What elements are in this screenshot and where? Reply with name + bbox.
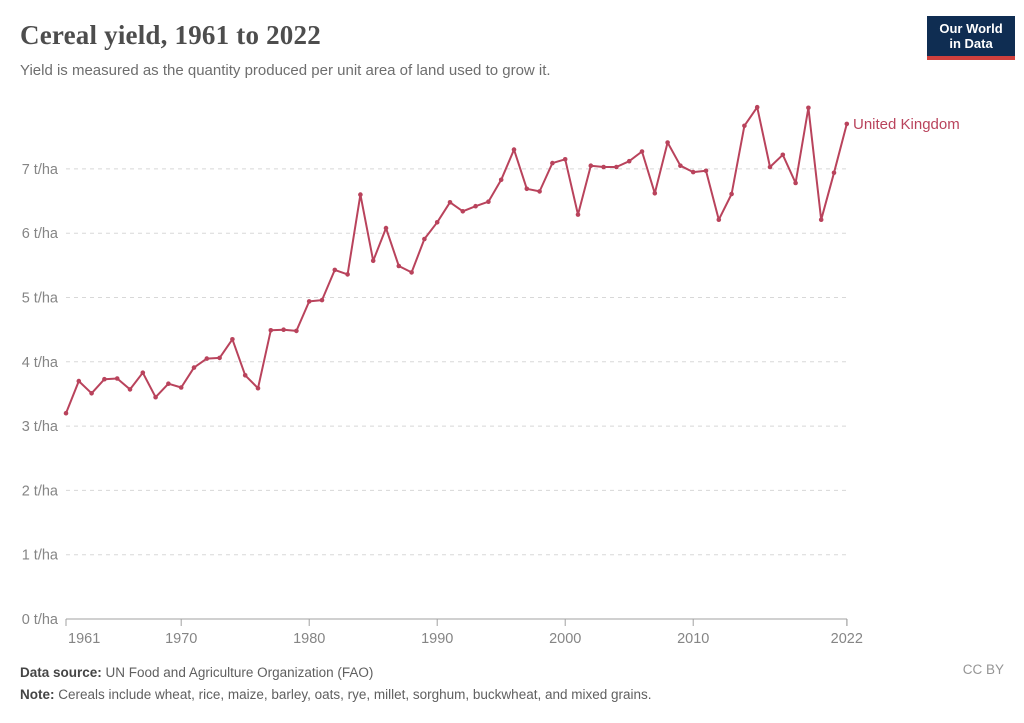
data-point-marker[interactable] xyxy=(818,217,824,222)
owid-logo-text-line2: in Data xyxy=(949,36,993,51)
data-point-marker[interactable] xyxy=(473,203,478,209)
data-point-marker[interactable] xyxy=(831,170,837,176)
data-point-marker[interactable] xyxy=(434,220,440,225)
x-axis-tick-label: 1961 xyxy=(68,631,100,647)
y-axis-tick-label: 5 t/ha xyxy=(22,291,59,307)
data-point-marker[interactable] xyxy=(76,378,82,384)
data-point-marker[interactable] xyxy=(306,299,312,304)
data-source-text: UN Food and Agriculture Organization (FA… xyxy=(101,665,374,680)
y-axis-tick-label: 1 t/ha xyxy=(22,548,59,564)
y-axis-tick-label: 2 t/ha xyxy=(22,483,59,499)
data-point-marker[interactable] xyxy=(396,263,402,269)
data-point-marker[interactable] xyxy=(127,387,133,392)
data-point-marker[interactable] xyxy=(652,191,658,196)
data-point-marker[interactable] xyxy=(665,140,670,145)
data-point-marker[interactable] xyxy=(460,209,466,214)
data-point-marker[interactable] xyxy=(486,199,491,204)
x-axis-tick-label: 2000 xyxy=(549,631,581,647)
data-point-marker[interactable] xyxy=(511,147,517,152)
license-link[interactable]: CC BY xyxy=(962,662,1004,677)
data-point-marker[interactable] xyxy=(793,180,798,186)
x-axis-tick-label: 2022 xyxy=(831,631,863,647)
data-point-marker[interactable] xyxy=(754,104,760,110)
data-point-marker[interactable] xyxy=(703,168,709,174)
chart-subtitle: Yield is measured as the quantity produc… xyxy=(20,62,551,79)
data-point-marker[interactable] xyxy=(498,177,504,183)
data-point-marker[interactable] xyxy=(716,217,722,222)
page-title: Cereal yield, 1961 to 2022 xyxy=(20,20,321,50)
y-axis-tick-label: 6 t/ha xyxy=(22,226,59,242)
data-point-marker[interactable] xyxy=(537,189,542,194)
data-point-marker[interactable] xyxy=(178,385,184,390)
note-label: Note: xyxy=(20,687,55,702)
data-point-marker[interactable] xyxy=(217,355,222,361)
data-point-marker[interactable] xyxy=(166,381,171,387)
data-point-marker[interactable] xyxy=(89,391,94,396)
data-point-marker[interactable] xyxy=(601,164,606,170)
owid-logo-text-line1: Our World xyxy=(939,21,1003,36)
y-axis-tick-label: 3 t/ha xyxy=(22,419,59,435)
data-point-marker[interactable] xyxy=(114,376,120,381)
note-line: Note: Cereals include wheat, rice, maize… xyxy=(20,684,920,706)
data-point-marker[interactable] xyxy=(370,258,376,264)
data-point-marker[interactable] xyxy=(319,297,325,303)
data-point-marker[interactable] xyxy=(191,365,197,370)
data-point-marker[interactable] xyxy=(626,158,632,164)
data-point-marker[interactable] xyxy=(294,328,299,334)
data-point-marker[interactable] xyxy=(614,164,619,170)
series-line-united-kingdom[interactable] xyxy=(65,106,848,415)
y-axis-tick-label: 7 t/ha xyxy=(22,162,59,178)
note-text: Cereals include wheat, rice, maize, barl… xyxy=(54,687,652,702)
data-point-marker[interactable] xyxy=(255,385,261,391)
x-axis-tick-label: 1990 xyxy=(421,631,453,647)
data-point-marker[interactable] xyxy=(806,105,811,111)
data-point-marker[interactable] xyxy=(524,186,530,192)
data-source-label: Data source: xyxy=(20,665,102,680)
data-point-marker[interactable] xyxy=(332,267,338,273)
data-point-marker[interactable] xyxy=(140,370,146,376)
data-point-marker[interactable] xyxy=(588,163,594,168)
data-source-line: Data source: UN Food and Agriculture Org… xyxy=(20,662,920,684)
series-label-united-kingdom: United Kingdom xyxy=(853,116,960,133)
data-point-marker[interactable] xyxy=(204,356,210,361)
data-point-marker[interactable] xyxy=(153,394,158,400)
owid-logo[interactable]: Our World in Data xyxy=(927,16,1015,60)
data-point-marker[interactable] xyxy=(639,149,645,154)
data-point-marker[interactable] xyxy=(767,164,773,170)
data-point-marker[interactable] xyxy=(345,272,350,277)
data-point-marker[interactable] xyxy=(102,376,107,382)
data-point-marker[interactable] xyxy=(729,191,734,197)
data-point-marker[interactable] xyxy=(409,270,414,275)
data-point-marker[interactable] xyxy=(690,169,696,175)
x-axis-tick-label: 1970 xyxy=(165,631,197,647)
data-point-marker[interactable] xyxy=(575,212,581,217)
data-point-marker[interactable] xyxy=(63,410,69,416)
x-axis-tick-label: 2010 xyxy=(677,631,709,647)
y-axis-tick-label: 4 t/ha xyxy=(22,355,59,371)
data-point-marker[interactable] xyxy=(230,337,235,342)
data-point-marker[interactable] xyxy=(281,327,286,333)
data-point-marker[interactable] xyxy=(678,163,683,168)
data-point-marker[interactable] xyxy=(242,373,248,378)
data-point-marker[interactable] xyxy=(422,236,427,242)
line-chart-canvas[interactable]: 0 t/ha 1 t/ha 2 t/ha 3 t/ha 4 t/ha 5 t/ha 6 t/… xyxy=(0,0,1024,660)
data-point-marker[interactable] xyxy=(550,160,555,166)
data-point-marker[interactable] xyxy=(780,152,786,158)
x-axis-tick-label: 1980 xyxy=(293,631,325,647)
data-point-marker[interactable] xyxy=(844,121,850,127)
data-point-marker[interactable] xyxy=(383,225,389,231)
chart-footer: Data source: UN Food and Agriculture Org… xyxy=(20,662,920,706)
data-point-marker[interactable] xyxy=(447,200,453,205)
data-point-marker[interactable] xyxy=(742,123,747,129)
data-point-marker[interactable] xyxy=(268,328,274,333)
data-point-marker[interactable] xyxy=(358,192,363,197)
y-axis-tick-label: 0 t/ha xyxy=(22,612,59,628)
data-point-marker[interactable] xyxy=(562,157,568,162)
